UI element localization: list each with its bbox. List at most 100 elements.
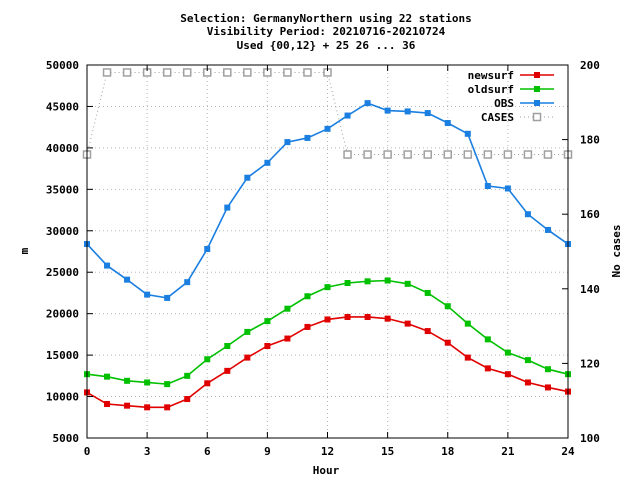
point-CASES	[182, 68, 192, 77]
x-tick-label: 24	[561, 445, 575, 458]
point-oldsurf	[384, 277, 391, 284]
x-tick-label: 21	[501, 445, 515, 458]
y-tick-label: 20000	[46, 308, 79, 321]
point-oldsurf	[184, 372, 191, 379]
legend-swatch-marker-newsurf	[534, 72, 540, 78]
point-OBS	[504, 185, 511, 192]
point-OBS	[244, 174, 251, 181]
point-OBS	[404, 108, 411, 115]
point-newsurf	[124, 402, 131, 409]
title-line-3: Used {00,12} + 25 26 ... 36	[237, 39, 416, 52]
legend-label-CASES: CASES	[481, 111, 514, 124]
point-newsurf	[304, 323, 311, 330]
point-newsurf	[344, 313, 351, 320]
y-tick-label: 45000	[46, 100, 79, 113]
point-CASES	[523, 150, 533, 159]
point-newsurf	[484, 365, 491, 372]
point-oldsurf	[364, 278, 371, 285]
y-tick-label: 5000	[53, 432, 80, 445]
point-newsurf	[524, 379, 531, 386]
point-oldsurf	[464, 320, 471, 327]
point-newsurf	[164, 404, 171, 411]
point-newsurf	[444, 339, 451, 346]
point-oldsurf	[524, 357, 531, 364]
point-OBS	[144, 291, 151, 298]
y2-tick-label: 140	[580, 283, 600, 296]
point-OBS	[204, 246, 211, 253]
legend-swatch-marker-CASES	[532, 112, 542, 122]
point-CASES	[463, 150, 473, 159]
point-CASES	[423, 150, 432, 159]
point-OBS	[224, 204, 231, 211]
point-OBS	[484, 183, 491, 190]
point-CASES	[483, 150, 493, 159]
y2-tick-label: 180	[580, 134, 600, 147]
point-oldsurf	[424, 289, 431, 296]
point-CASES	[343, 150, 352, 159]
x-tick-label: 9	[264, 445, 271, 458]
point-OBS	[544, 226, 551, 233]
point-CASES	[303, 68, 312, 77]
point-newsurf	[324, 316, 331, 323]
point-newsurf	[244, 354, 251, 361]
point-newsurf	[384, 315, 391, 322]
y2-axis-label: No cases	[610, 225, 623, 278]
point-newsurf	[424, 328, 431, 335]
x-tick-label: 0	[84, 445, 91, 458]
y-tick-label: 35000	[46, 183, 79, 196]
point-oldsurf	[444, 303, 451, 310]
point-OBS	[384, 107, 391, 114]
point-OBS	[524, 211, 531, 218]
point-OBS	[304, 134, 311, 141]
point-newsurf	[404, 320, 411, 327]
point-oldsurf	[304, 293, 311, 300]
y-tick-label: 50000	[46, 59, 79, 72]
legend-swatch-marker-oldsurf	[534, 86, 540, 92]
point-newsurf	[224, 367, 231, 374]
point-oldsurf	[144, 379, 151, 386]
y-tick-label: 25000	[46, 266, 79, 279]
x-tick-label: 3	[144, 445, 151, 458]
point-oldsurf	[404, 280, 411, 287]
title-line-2: Visibility Period: 20210716-20210724	[207, 25, 446, 38]
point-CASES	[223, 68, 232, 77]
point-newsurf	[504, 371, 511, 378]
point-oldsurf	[264, 318, 271, 325]
tick-group: 0 3 6 9 12 15 18 21 24 5000 10000 15000 20000 25000 30…	[46, 59, 600, 458]
x-axis-label: Hour	[313, 464, 340, 477]
y2-tick-label: 160	[580, 208, 600, 221]
point-oldsurf	[204, 356, 211, 363]
point-OBS	[124, 276, 131, 283]
y2-tick-label: 200	[580, 59, 600, 72]
point-CASES	[503, 150, 513, 159]
point-OBS	[264, 159, 271, 166]
legend-swatch-marker-OBS	[534, 100, 540, 106]
point-newsurf	[144, 404, 151, 411]
point-newsurf	[364, 313, 371, 320]
legend-label-newsurf: newsurf	[468, 69, 514, 82]
chart-title: Selection: GermanyNorthern using 22 stat…	[180, 12, 471, 52]
point-oldsurf	[124, 377, 131, 384]
point-CASES	[102, 68, 112, 77]
point-newsurf	[204, 380, 211, 387]
point-CASES	[363, 150, 372, 159]
x-tick-label: 15	[381, 445, 394, 458]
point-CASES	[122, 68, 132, 77]
x-tick-label: 6	[204, 445, 211, 458]
point-OBS	[324, 125, 331, 132]
point-oldsurf	[484, 336, 491, 343]
point-newsurf	[104, 401, 111, 408]
point-newsurf	[264, 342, 271, 349]
point-newsurf	[284, 335, 291, 342]
point-OBS	[344, 112, 351, 119]
point-OBS	[164, 294, 171, 301]
y-tick-label: 40000	[46, 142, 79, 155]
point-oldsurf	[284, 305, 291, 312]
point-OBS	[284, 139, 291, 146]
point-oldsurf	[224, 342, 231, 349]
point-newsurf	[544, 384, 551, 391]
point-CASES	[162, 68, 172, 77]
point-newsurf	[464, 354, 471, 361]
point-OBS	[464, 130, 471, 137]
